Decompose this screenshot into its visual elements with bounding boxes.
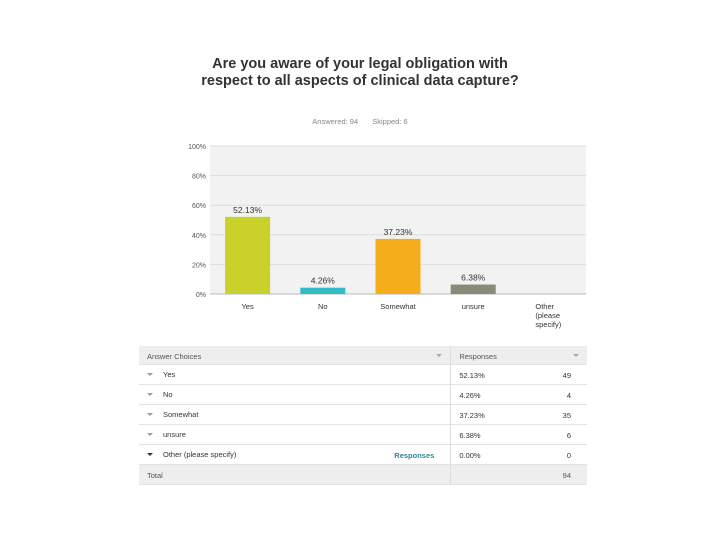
x-tick-label: No — [318, 302, 328, 311]
answered-count: Answered: 94 — [312, 117, 359, 126]
data-label: 52.13% — [233, 205, 262, 215]
data-label: 37.23% — [384, 227, 413, 237]
question-title: Are you aware of your legal obligation w… — [201, 56, 519, 89]
bar — [300, 287, 346, 294]
row-expand-icon[interactable] — [147, 393, 153, 396]
answer-table: Answer Choices Responses Yes 52.13% 49 No… — [139, 346, 587, 485]
response-stats: Answered: 94 Skipped: 6 — [190, 117, 530, 126]
row-count: 49 — [562, 371, 571, 380]
x-tick-label: Yes — [241, 302, 253, 311]
table-header: Answer Choices Responses — [139, 346, 587, 365]
data-label: 6.38% — [461, 273, 486, 283]
row-choice: Other (please specify) — [163, 450, 237, 459]
row-percent: 52.13% — [459, 371, 485, 380]
table-row: unsure 6.38% 6 — [139, 424, 587, 445]
row-choice: unsure — [163, 430, 186, 439]
row-percent: 4.26% — [459, 391, 481, 400]
data-label: 4.26% — [311, 276, 336, 286]
table-row: No 4.26% 4 — [139, 384, 587, 405]
x-tick-label: specify) — [535, 320, 561, 329]
row-expand-icon[interactable] — [147, 453, 153, 456]
row-expand-icon[interactable] — [147, 373, 153, 376]
total-label: Total — [147, 471, 163, 480]
row-expand-icon[interactable] — [147, 433, 153, 436]
x-tick-label: Other — [535, 302, 554, 311]
row-expand-icon[interactable] — [147, 413, 153, 416]
row-choice: Somewhat — [163, 410, 199, 419]
row-percent: 0.00% — [459, 451, 481, 460]
table-row: Yes 52.13% 49 — [139, 364, 587, 385]
skipped-count: Skipped: 6 — [372, 117, 408, 126]
x-tick-label: unsure — [462, 302, 485, 311]
y-tick-label: 80% — [192, 174, 206, 181]
bar — [225, 216, 271, 294]
sort-arrow-icon[interactable] — [573, 354, 579, 357]
header-answer-choices[interactable]: Answer Choices — [139, 346, 451, 365]
table-row: Other (please specify) Responses 0.00% 0 — [139, 444, 587, 465]
row-count: 6 — [566, 431, 571, 440]
table-row: Somewhat 37.23% 35 — [139, 404, 587, 425]
x-tick-label: (please — [535, 311, 560, 320]
row-percent: 37.23% — [459, 411, 485, 420]
row-count: 0 — [566, 451, 571, 460]
row-choice: No — [163, 390, 173, 399]
header-responses[interactable]: Responses — [450, 346, 587, 365]
row-percent: 6.38% — [459, 431, 481, 440]
y-tick-label: 20% — [192, 262, 206, 269]
bar — [450, 284, 496, 294]
x-tick-label: Somewhat — [380, 302, 416, 311]
responses-link[interactable]: Responses — [394, 451, 435, 460]
total-count: 94 — [562, 471, 571, 480]
y-tick-label: 100% — [188, 144, 206, 151]
y-tick-label: 40% — [192, 233, 206, 240]
y-tick-label: 60% — [192, 203, 206, 210]
row-count: 4 — [566, 391, 571, 400]
row-count: 35 — [562, 411, 571, 420]
sort-arrow-icon[interactable] — [436, 354, 443, 357]
total-row: Total 94 — [139, 464, 587, 485]
row-choice: Yes — [163, 370, 176, 379]
y-tick-label: 0% — [196, 292, 206, 299]
bar — [375, 238, 421, 294]
